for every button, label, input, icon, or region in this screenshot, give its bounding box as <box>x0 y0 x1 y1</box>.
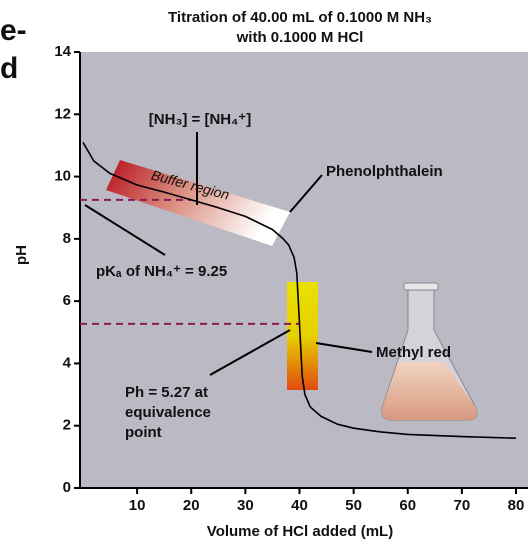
chart-title: Titration of 40.00 mL of 0.1000 M NH₃ <box>168 9 432 26</box>
y-tick-label: 6 <box>63 292 71 309</box>
chart-title: with 0.1000 M HCl <box>236 29 364 46</box>
y-tick-label: 4 <box>63 354 72 371</box>
y-tick-label: 2 <box>63 417 71 434</box>
annotation: point <box>125 424 162 441</box>
annotation: [NH₃] = [NH₄⁺] <box>149 111 251 128</box>
x-tick-label: 60 <box>399 497 416 514</box>
x-tick-label: 40 <box>291 497 308 514</box>
x-tick-label: 20 <box>183 497 200 514</box>
x-tick-label: 30 <box>237 497 254 514</box>
leaders <box>84 132 373 376</box>
side-text: e- <box>0 14 27 47</box>
x-tick-label: 70 <box>454 497 471 514</box>
y-tick-label: 12 <box>54 105 71 122</box>
annotation: Ph = 5.27 at <box>125 384 208 401</box>
leader-line <box>315 342 373 353</box>
annotation: pKₐ of NH₄⁺ = 9.25 <box>96 263 227 280</box>
y-tick-label: 14 <box>54 43 71 60</box>
y-tick-label: 10 <box>54 168 71 185</box>
annotation: Methyl red <box>376 344 451 361</box>
leader-line <box>209 329 291 376</box>
flask <box>381 282 478 421</box>
y-tick-label: 8 <box>63 230 71 247</box>
x-tick-label: 10 <box>129 497 146 514</box>
annotation: equivalence <box>125 404 211 421</box>
leader-line <box>289 174 323 213</box>
titration-curve <box>82 141 517 439</box>
x-axis-label: Volume of HCl added (mL) <box>207 523 393 540</box>
side-text: d <box>0 52 18 85</box>
annotation: Phenolphthalein <box>326 163 443 180</box>
x-tick-label: 50 <box>345 497 362 514</box>
flask-rim <box>403 282 439 291</box>
leader-line <box>84 204 166 256</box>
x-tick-label: 80 <box>508 497 525 514</box>
y-axis-label: pH <box>13 245 30 265</box>
y-tick-label: 0 <box>63 479 71 496</box>
flask-liquid <box>381 362 477 420</box>
